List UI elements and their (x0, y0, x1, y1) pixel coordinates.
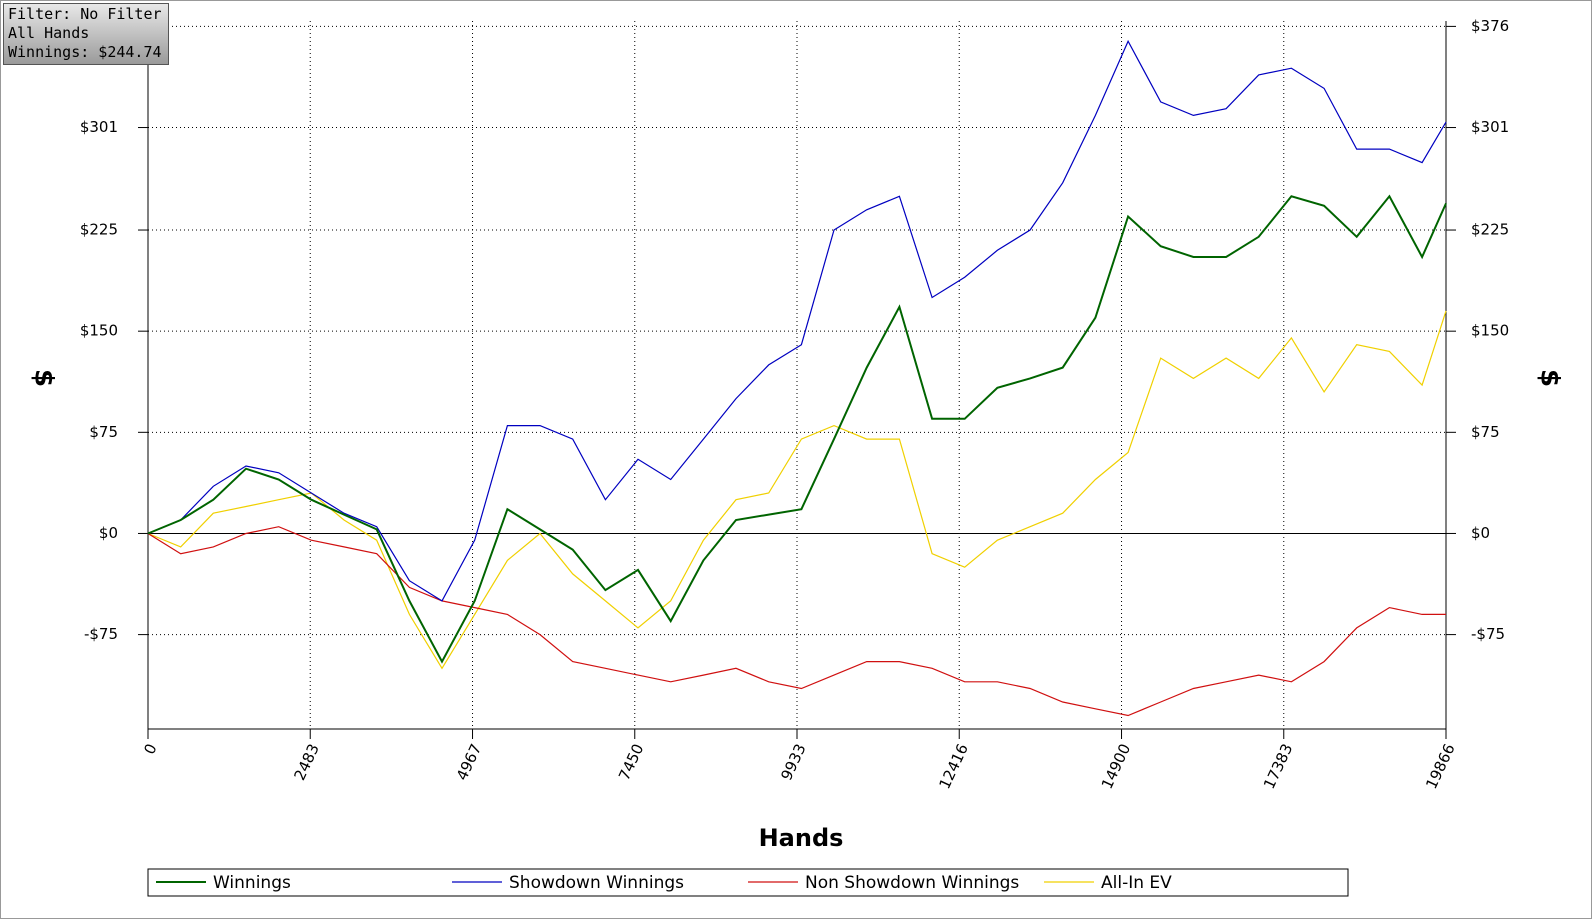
y2-tick-label: $376 (1471, 17, 1509, 35)
legend-label: Showdown Winnings (509, 873, 684, 893)
legend-label: Winnings (213, 873, 291, 893)
x-axis-title: Hands (759, 824, 844, 852)
info-line: Filter: No Filter (8, 5, 162, 23)
series-line (147, 194, 1447, 664)
x-tick-label: 17383 (1260, 741, 1296, 792)
x-tick-label: 4967 (453, 741, 485, 783)
y2-tick-label: $150 (1471, 322, 1509, 340)
y2-tick-label: -$75 (1471, 625, 1505, 643)
y-tick-label: $150 (80, 322, 118, 340)
x-tick-label: 2483 (290, 741, 322, 783)
y-tick-label: $301 (80, 118, 118, 136)
y-tick-label: $225 (80, 221, 118, 239)
info-line: All Hands (8, 24, 90, 42)
y-tick-label: -$75 (84, 625, 118, 643)
info-box: Filter: No Filter All Hands Winnings: $2… (3, 3, 169, 65)
legend-label: All-In EV (1101, 873, 1172, 893)
x-tick-label: 0 (140, 741, 160, 757)
series-line (147, 39, 1447, 602)
y2-tick-label: $225 (1471, 221, 1509, 239)
x-tick-label: 9933 (777, 741, 809, 783)
y2-tick-label: $0 (1471, 524, 1490, 542)
y2-tick-label: $301 (1471, 118, 1509, 136)
x-tick-label: 7450 (615, 741, 647, 783)
x-tick-label: 12416 (935, 741, 971, 792)
y-axis-title: $ (29, 369, 59, 387)
y2-axis-title: $ (1535, 369, 1565, 387)
y-tick-label: $75 (89, 423, 118, 441)
series-line (147, 310, 1447, 670)
info-line: Winnings: $244.74 (8, 43, 162, 61)
x-tick-label: 19866 (1422, 741, 1458, 792)
legend-label: Non Showdown Winnings (805, 873, 1019, 893)
x-tick-label: 14900 (1098, 741, 1134, 792)
series-line (147, 526, 1446, 717)
y-tick-label: $0 (99, 524, 118, 542)
y2-tick-label: $75 (1471, 423, 1500, 441)
